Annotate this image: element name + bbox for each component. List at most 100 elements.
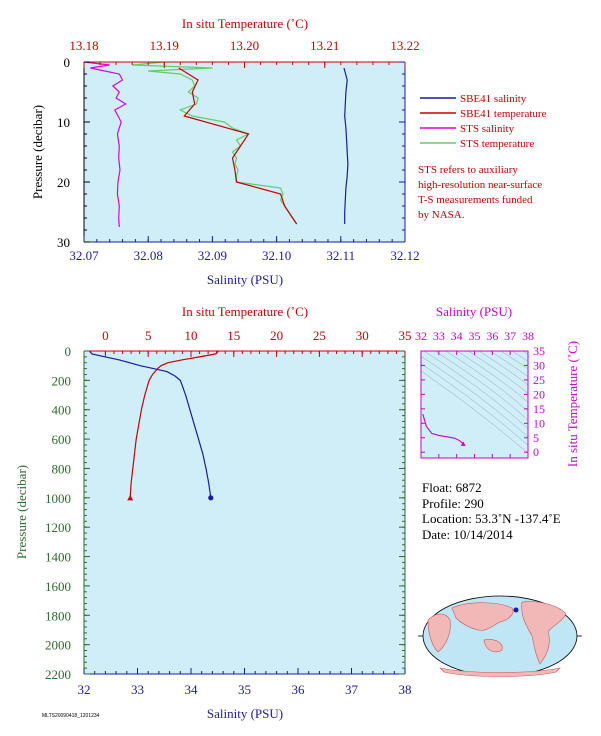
y-tick-label: 1000 xyxy=(45,491,71,506)
y-tick-label: 30 xyxy=(533,358,545,372)
bottom-plot-area xyxy=(84,351,405,674)
ts-ylabel: In situ Temperature (˚C) xyxy=(565,341,580,467)
x-tick-label: 34 xyxy=(451,329,463,343)
legend-label: SBE41 temperature xyxy=(460,108,547,120)
y-tick-label: 600 xyxy=(52,432,72,447)
legend-label: STS temperature xyxy=(460,138,534,150)
y-tick-label: 20 xyxy=(533,387,545,401)
x-tick-label: 32.08 xyxy=(134,248,163,263)
top-chart-sal-axis-title: Salinity (PSU) xyxy=(207,272,283,287)
top-tick-label: 35 xyxy=(399,328,412,343)
x-tick-label: 35 xyxy=(469,329,481,343)
density-contour xyxy=(489,351,528,378)
legend-label: SBE41 salinity xyxy=(460,93,527,105)
density-contour xyxy=(423,351,528,430)
y-tick-label: 2200 xyxy=(45,667,71,682)
map-land-africa-europe xyxy=(427,613,451,653)
ts-density-contours xyxy=(421,351,528,454)
series-end-marker xyxy=(127,494,134,501)
top-chart-ylabel: Pressure (decibar) xyxy=(30,105,45,199)
map-land-antarctica xyxy=(439,667,561,677)
y-tick-label: 5 xyxy=(533,431,539,445)
series-line-sts-salinity xyxy=(83,61,127,228)
ts-curve xyxy=(422,413,464,445)
bottom-ticks-group: 32 33 34 35 36 37 38 0 5 10 15 20 25 30 35 0 200 400 600 80… xyxy=(45,328,412,697)
top-tick-label: 13.22 xyxy=(390,38,419,53)
series-line-temperature xyxy=(129,350,219,498)
ts-end-marker xyxy=(460,441,466,446)
world-map xyxy=(418,595,582,677)
x-tick-label: 32.12 xyxy=(390,248,419,263)
x-tick-label: 35 xyxy=(238,682,251,697)
y-tick-label: 1600 xyxy=(45,579,71,594)
top-tick-label: 13.19 xyxy=(150,38,179,53)
x-tick-label: 36 xyxy=(486,329,498,343)
map-land-americas xyxy=(521,601,567,665)
float-location-marker xyxy=(513,607,519,613)
density-contour xyxy=(456,351,528,403)
series-line-salinity xyxy=(88,350,212,498)
x-tick-label: 32 xyxy=(415,329,427,343)
x-tick-label: 37 xyxy=(345,682,359,697)
density-contour xyxy=(478,351,528,386)
x-tick-label: 32.09 xyxy=(198,248,227,263)
sts-note-line: STS refers to auxiliary xyxy=(418,164,518,176)
x-tick-label: 32.07 xyxy=(69,248,99,263)
top-tick-label: 30 xyxy=(356,328,369,343)
profile-number: Profile: 290 xyxy=(422,495,484,511)
density-contour xyxy=(511,351,528,362)
sts-note-line: by NASA. xyxy=(418,209,465,221)
date: Date: 10/14/2014 xyxy=(422,526,513,542)
bottom-chart-ylabel: Pressure (decibar) xyxy=(14,465,29,559)
top-chart-legend: SBE41 salinity SBE41 temperature STS salin… xyxy=(420,93,547,150)
map-land-australia xyxy=(483,639,503,653)
y-tick-label: 800 xyxy=(52,461,72,476)
float-id: Float: 6872 xyxy=(422,480,482,495)
x-tick-label: 32 xyxy=(78,682,91,697)
series-line-sbe41-salinity xyxy=(343,67,349,224)
legend-label: STS salinity xyxy=(460,123,515,135)
map-land-asia xyxy=(451,602,514,631)
sts-note: STS refers to auxiliary high-resolution … xyxy=(418,163,598,223)
y-tick-label: 1400 xyxy=(45,550,71,565)
top-tick-label: 5 xyxy=(145,328,152,343)
sts-note-line: high-resolution near-surface xyxy=(418,179,543,191)
top-tick-label: 13.21 xyxy=(310,38,339,53)
top-tick-label: 25 xyxy=(313,328,326,343)
series-line-sbe41-temperature xyxy=(178,67,298,225)
series-end-marker xyxy=(208,495,214,501)
top-plot-area xyxy=(84,62,405,242)
y-tick-label: 2000 xyxy=(45,638,71,653)
density-contour xyxy=(500,351,528,370)
y-tick-label: 10 xyxy=(57,115,70,130)
footer-id: MLTS20090418_1201234 xyxy=(42,713,100,719)
top-series-group xyxy=(83,61,349,228)
top-tick-label: 13.18 xyxy=(69,38,98,53)
y-tick-label: 0 xyxy=(64,55,71,70)
ts-xlabel: Salinity (PSU) xyxy=(436,304,512,319)
bottom-chart-sal-axis-title: Salinity (PSU) xyxy=(207,706,283,721)
y-tick-label: 0 xyxy=(65,344,72,359)
ts-series-group xyxy=(422,413,466,446)
density-contour xyxy=(467,351,528,394)
y-tick-label: 200 xyxy=(52,373,72,388)
x-tick-label: 32.11 xyxy=(326,248,355,263)
sts-note-line: T-S measurements funded xyxy=(418,194,533,206)
top-tick-label: 0 xyxy=(102,328,109,343)
x-tick-label: 32.10 xyxy=(262,248,291,263)
y-tick-label: 20 xyxy=(57,175,70,190)
top-tick-label: 13.20 xyxy=(230,38,259,53)
y-tick-label: 35 xyxy=(533,344,545,358)
y-tick-label: 1200 xyxy=(45,520,71,535)
density-contour xyxy=(522,351,528,355)
y-tick-label: 30 xyxy=(57,235,70,250)
top-chart: 32.07 32.08 32.09 32.10 32.11 32.12 13.18 13.19… xyxy=(30,16,420,287)
x-tick-label: 37 xyxy=(504,329,516,343)
x-tick-label: 33 xyxy=(433,329,445,343)
y-tick-label: 10 xyxy=(533,416,545,430)
y-tick-label: 0 xyxy=(533,445,539,459)
density-contour xyxy=(445,351,528,412)
